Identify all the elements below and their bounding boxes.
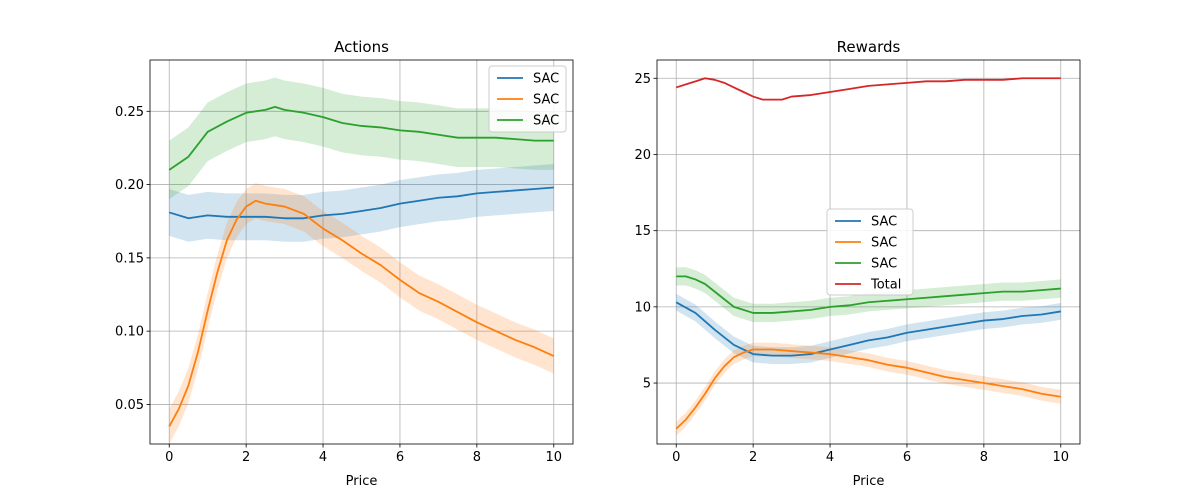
series-line xyxy=(676,275,1061,314)
legend-label: Total xyxy=(870,278,901,293)
actions-chart: 0 2 4 6 8 10 0.05 0.10 0.15 0.20 0.25 Actions Price S… xyxy=(115,38,574,489)
y-tick-label: 0.05 xyxy=(115,398,144,413)
x-tick-label: 2 xyxy=(242,450,250,465)
plot-frame xyxy=(149,59,574,445)
y-tick-label: 0.20 xyxy=(115,178,144,193)
x-tick-label: 8 xyxy=(473,450,481,465)
x-tick-label: 0 xyxy=(672,450,680,465)
y-tick-label: 0.25 xyxy=(115,105,144,120)
legend-label: SAC xyxy=(533,72,559,87)
rewards-chart: 0 2 4 6 8 10 5 10 15 20 25 Rewards Price SAC SAC SAC Tot… xyxy=(634,38,1081,489)
y-tick-label: 15 xyxy=(634,224,651,239)
legend-label: SAC xyxy=(871,236,897,251)
series-line xyxy=(168,106,554,171)
y-tick-label: 0.15 xyxy=(115,251,144,266)
legend-label: SAC xyxy=(533,114,559,129)
x-tick-label: 0 xyxy=(165,450,173,465)
series-line xyxy=(675,301,1061,357)
x-tick-label: 6 xyxy=(396,450,404,465)
confidence-band xyxy=(169,183,554,444)
chart-title: Actions xyxy=(334,38,389,56)
series-line xyxy=(168,199,555,427)
plot-frame xyxy=(656,59,1081,445)
x-axis-label: Price xyxy=(853,474,885,489)
y-tick-label: 0.10 xyxy=(115,325,144,340)
x-axis-label: Price xyxy=(346,474,378,489)
x-tick-label: 6 xyxy=(903,450,911,465)
legend: SAC SAC SAC xyxy=(488,65,567,133)
legend-label: SAC xyxy=(533,93,559,108)
y-tick-label: 10 xyxy=(634,300,651,315)
x-tick-label: 2 xyxy=(749,450,757,465)
legend-label: SAC xyxy=(871,215,897,230)
series-line xyxy=(675,77,1061,101)
legend-box xyxy=(488,65,567,133)
x-tick-label: 8 xyxy=(980,450,988,465)
legend-box xyxy=(826,208,914,296)
legend-label: SAC xyxy=(871,257,897,272)
confidence-band xyxy=(169,77,554,200)
legend: SAC SAC SAC Total xyxy=(826,208,914,296)
series-line xyxy=(675,348,1061,430)
x-tick-label: 10 xyxy=(545,450,562,465)
confidence-band xyxy=(676,293,1061,364)
x-tick-label: 4 xyxy=(319,450,327,465)
x-tick-label: 10 xyxy=(1052,450,1069,465)
x-tick-label: 4 xyxy=(826,450,834,465)
confidence-band xyxy=(169,164,554,242)
chart-title: Rewards xyxy=(837,38,901,56)
y-tick-label: 20 xyxy=(634,148,651,163)
y-tick-label: 5 xyxy=(643,377,651,392)
y-tick-label: 25 xyxy=(634,72,651,87)
series-line xyxy=(168,186,554,220)
confidence-band xyxy=(676,342,1061,436)
